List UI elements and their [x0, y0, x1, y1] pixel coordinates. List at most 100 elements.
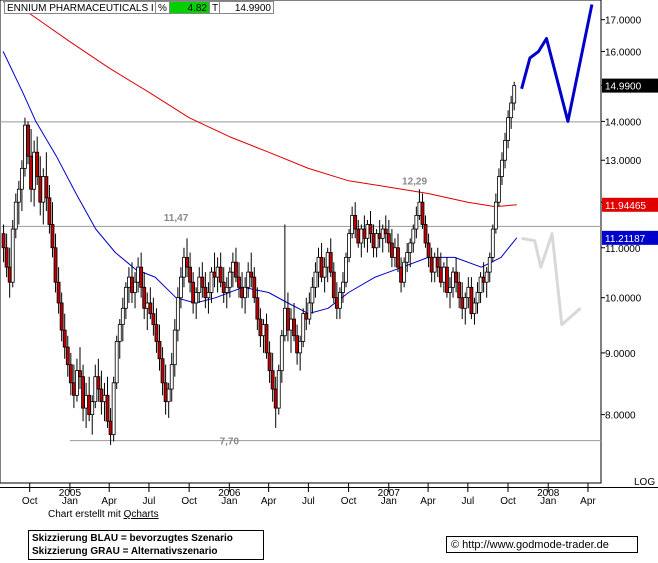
- bar-body: [374, 233, 379, 249]
- ohlc-bar: [227, 267, 232, 298]
- bar-body: [99, 388, 104, 403]
- bar-body: [267, 352, 272, 372]
- x-tick-label: Jan: [540, 496, 556, 507]
- price-tag-label: 11.94465: [605, 201, 646, 212]
- ohlc-bar: [322, 257, 327, 293]
- bar-body: [120, 307, 125, 325]
- legend-grey-scenario: Skizzierung GRAU = Alternativszenario: [32, 546, 218, 557]
- bar-body: [4, 247, 9, 268]
- x-year-label: 2006: [218, 488, 241, 499]
- last-price: 14.9900: [220, 1, 274, 14]
- ohlc-bar: [175, 287, 180, 342]
- ohlc-bar: [145, 292, 150, 331]
- x-year-label: 2005: [59, 488, 82, 499]
- bar-body: [286, 307, 290, 331]
- ohlc-bar: [396, 233, 400, 273]
- x-tick-label: Oct: [500, 496, 516, 507]
- bar-body: [218, 266, 223, 283]
- ohlc-bar: [463, 292, 468, 325]
- ohlc-bar: [261, 319, 266, 353]
- ohlc-bar: [289, 308, 293, 353]
- bar-body: [417, 201, 422, 216]
- y-tick-label: 13.0000: [605, 156, 642, 167]
- bar-body: [75, 370, 79, 396]
- ohlc-bar: [411, 224, 416, 253]
- ohlc-bar: [267, 341, 272, 383]
- x-tick-label: Jul: [143, 496, 156, 507]
- bar-body: [209, 271, 214, 293]
- legend-blue-scenario: Skizzierung BLAU = bevorzugtes Szenario: [32, 533, 233, 544]
- y-tick-label: 10.0000: [605, 294, 642, 305]
- price-tag-2: [602, 230, 658, 245]
- bar-body: [414, 215, 419, 230]
- ohlc-bar: [365, 219, 370, 253]
- ohlc-bar: [108, 408, 113, 445]
- ohlc-bar: [68, 352, 73, 396]
- ohlc-bar: [127, 267, 131, 303]
- ohlc-bar: [200, 262, 205, 298]
- ohlc-bar: [154, 308, 159, 353]
- trade-flag: T: [210, 1, 220, 14]
- bar-body: [71, 382, 76, 396]
- ohlc-bar: [78, 347, 82, 390]
- ohlc-bar: [435, 247, 440, 278]
- bar-body: [44, 176, 49, 199]
- bar-body: [93, 376, 98, 403]
- bar-body: [41, 176, 46, 203]
- bar-body: [408, 242, 413, 253]
- bar-body: [445, 266, 449, 293]
- bar-body: [182, 256, 186, 278]
- ohlc-bar: [133, 272, 137, 309]
- ohlc-bar: [279, 330, 284, 383]
- level-annotation-1: 11,47: [164, 213, 189, 224]
- ohlc-bar: [307, 292, 312, 325]
- bar-body: [322, 266, 327, 278]
- ohlc-bar: [185, 238, 189, 278]
- ohlc-bar: [503, 132, 507, 169]
- bar-body: [466, 286, 471, 299]
- bar-body: [243, 286, 248, 299]
- qcharts-link[interactable]: Qcharts: [123, 509, 159, 520]
- ohlc-bar: [509, 95, 514, 129]
- ohlc-bar: [151, 297, 156, 336]
- ohlc-bar: [344, 252, 348, 288]
- ohlc-bar: [270, 352, 275, 402]
- bar-body: [188, 266, 192, 283]
- bar-body: [197, 276, 202, 293]
- bar-body: [478, 276, 483, 293]
- ohlc-bar: [264, 313, 269, 359]
- ohlc-bar: [172, 319, 177, 377]
- source-url[interactable]: © http://www.godmode-trader.de: [446, 536, 638, 553]
- bar-body: [96, 376, 101, 390]
- bar-body: [362, 228, 367, 239]
- ohlc-bar: [368, 210, 373, 244]
- ohlc-bar: [197, 267, 202, 303]
- bar-body: [87, 394, 92, 416]
- ohlc-bar: [487, 252, 492, 283]
- ohlc-bar: [130, 262, 134, 303]
- bar-body: [108, 420, 113, 436]
- bar-body: [78, 370, 82, 378]
- ohlc-bar: [301, 308, 306, 348]
- bar-body: [221, 281, 226, 293]
- bar-body: [175, 297, 180, 331]
- ohlc-bar: [249, 252, 254, 288]
- x-tick-label: Oct: [22, 496, 38, 507]
- bar-body: [154, 324, 159, 342]
- ohlc-bar: [350, 206, 355, 239]
- ohlc-bar: [142, 272, 147, 320]
- bar-body: [497, 176, 501, 203]
- ohlc-bar: [169, 352, 174, 402]
- bar-body: [279, 335, 284, 372]
- bar-body: [166, 388, 171, 403]
- ohlc-bar: [423, 215, 428, 248]
- bar-body: [292, 318, 296, 337]
- ohlc-bar: [26, 121, 30, 165]
- bar-body: [328, 252, 333, 273]
- bar-body: [380, 228, 385, 239]
- ohlc-bar: [218, 252, 223, 288]
- ohlc-bar: [75, 358, 79, 402]
- price-tag-label: 14.9900: [605, 82, 642, 93]
- bar-body: [142, 286, 147, 309]
- bar-body: [258, 318, 263, 337]
